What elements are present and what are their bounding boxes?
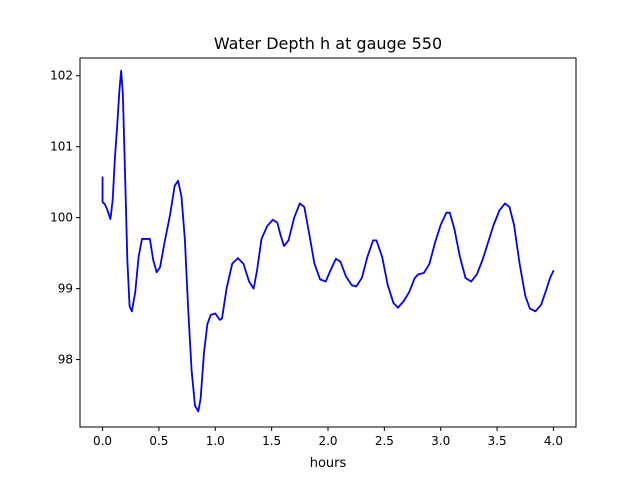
y-tick-label: 101 [50,140,73,154]
y-tick-label: 98 [58,353,73,367]
y-tick-label: 102 [50,69,73,83]
x-tick-label: 0.5 [149,434,168,448]
x-tick-label: 1.0 [206,434,225,448]
series-layer [101,69,555,413]
y-tick-label: 100 [50,211,73,225]
series-line-1 [101,69,555,413]
x-axis-ticks: 0.0 0.5 1.0 1.5 2.0 2.5 3.0 3.5 4.0 [93,427,563,448]
y-tick-label: 99 [58,282,73,296]
x-tick-label: 2.0 [318,434,337,448]
x-tick-label: 4.0 [544,434,563,448]
x-tick-label: 3.5 [488,434,507,448]
x-tick-label: 0.0 [93,434,112,448]
plot-area [80,58,576,427]
y-axis-ticks: 98 99 100 101 102 [50,69,80,367]
x-axis-label: hours [310,456,347,471]
chart-title: Water Depth h at gauge 550 [214,34,442,53]
x-tick-label: 2.5 [375,434,394,448]
x-tick-label: 1.5 [262,434,281,448]
x-tick-label: 3.0 [431,434,450,448]
